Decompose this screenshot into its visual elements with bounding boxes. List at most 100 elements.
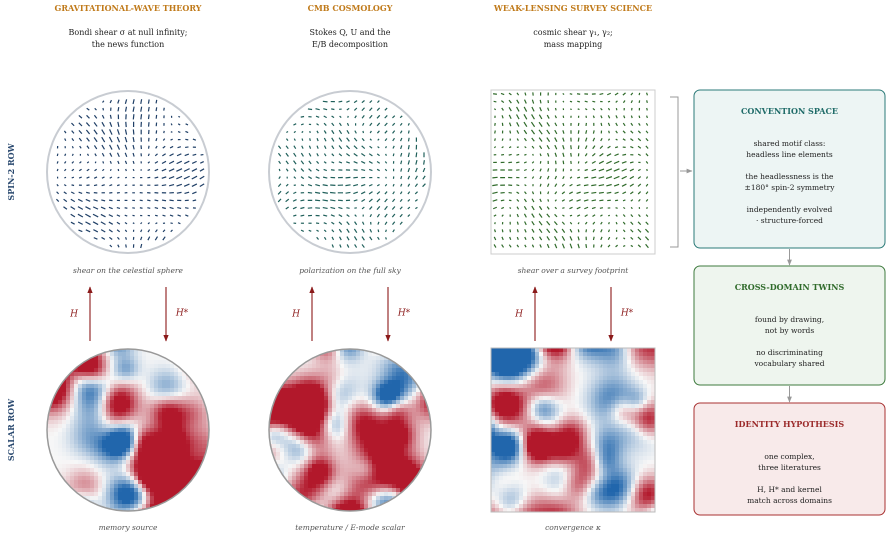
field-cell bbox=[651, 476, 655, 481]
field-cell bbox=[523, 428, 528, 433]
field-cell bbox=[122, 424, 127, 429]
field-cell bbox=[134, 496, 139, 501]
field-cell bbox=[158, 404, 163, 409]
field-cell bbox=[535, 460, 540, 465]
field-cell bbox=[182, 468, 187, 473]
field-cell bbox=[332, 440, 337, 445]
field-cell bbox=[54, 416, 59, 421]
field-cell bbox=[595, 492, 600, 497]
field-cell bbox=[356, 480, 361, 485]
field-cell bbox=[50, 424, 55, 429]
field-cell bbox=[404, 416, 409, 421]
field-cell bbox=[292, 372, 297, 377]
field-cell bbox=[583, 488, 588, 493]
field-cell bbox=[70, 456, 75, 461]
field-cell bbox=[336, 492, 341, 497]
field-cell bbox=[627, 396, 632, 401]
field-cell bbox=[74, 388, 79, 393]
field-cell bbox=[392, 476, 397, 481]
field-cell bbox=[86, 404, 91, 409]
field-cell bbox=[615, 352, 620, 357]
field-cell bbox=[531, 480, 536, 485]
field-cell bbox=[368, 468, 373, 473]
field-cell bbox=[142, 480, 147, 485]
field-cell bbox=[503, 448, 508, 453]
field-cell bbox=[519, 408, 524, 413]
field-cell bbox=[424, 440, 429, 445]
field-cell bbox=[98, 360, 103, 365]
field-cell bbox=[142, 436, 147, 441]
field-cell bbox=[591, 416, 596, 421]
field-cell bbox=[627, 488, 632, 493]
field-cell bbox=[404, 412, 409, 417]
field-cell bbox=[82, 448, 87, 453]
field-cell bbox=[376, 456, 381, 461]
field-cell bbox=[178, 376, 183, 381]
headless-line bbox=[362, 122, 365, 126]
field-cell bbox=[324, 388, 329, 393]
field-cell bbox=[186, 488, 191, 493]
field-cell bbox=[400, 432, 405, 437]
field-cell bbox=[611, 476, 616, 481]
field-cell bbox=[110, 412, 115, 417]
field-cell bbox=[551, 388, 556, 393]
field-cell bbox=[619, 452, 624, 457]
field-cell bbox=[639, 488, 644, 493]
field-cell bbox=[511, 484, 516, 489]
field-cell bbox=[635, 492, 640, 497]
field-cell bbox=[336, 384, 341, 389]
field-cell bbox=[320, 432, 325, 437]
headless-line bbox=[86, 153, 90, 157]
field-cell bbox=[102, 372, 107, 377]
field-cell bbox=[647, 488, 652, 493]
field-cell bbox=[62, 452, 67, 457]
headless-line bbox=[92, 213, 99, 218]
field-cell bbox=[364, 440, 369, 445]
field-cell bbox=[102, 500, 107, 505]
field-cell bbox=[336, 472, 341, 477]
field-cell bbox=[651, 472, 655, 477]
field-cell bbox=[639, 484, 644, 489]
field-cell bbox=[328, 364, 333, 369]
headless-line bbox=[346, 236, 350, 241]
field-cell bbox=[507, 376, 512, 381]
field-cell bbox=[272, 464, 277, 469]
field-cell bbox=[535, 372, 540, 377]
field-cell bbox=[515, 428, 520, 433]
field-cell bbox=[639, 396, 644, 401]
field-cell bbox=[118, 380, 123, 385]
field-cell bbox=[631, 392, 636, 397]
field-cell bbox=[292, 416, 297, 421]
field-cell bbox=[182, 432, 187, 437]
field-cell bbox=[567, 464, 572, 469]
field-cell bbox=[162, 420, 167, 425]
field-cell bbox=[110, 484, 115, 489]
field-cell bbox=[607, 356, 612, 361]
field-cell bbox=[284, 396, 289, 401]
field-cell bbox=[535, 384, 540, 389]
field-cell bbox=[166, 428, 171, 433]
field-cell bbox=[551, 448, 556, 453]
field-cell bbox=[98, 444, 103, 449]
field-cell bbox=[146, 456, 151, 461]
field-cell bbox=[90, 380, 95, 385]
headless-line bbox=[400, 152, 403, 157]
field-cell bbox=[190, 404, 195, 409]
field-cell bbox=[300, 456, 305, 461]
field-cell bbox=[312, 440, 317, 445]
field-cell bbox=[491, 348, 496, 353]
headless-line bbox=[399, 213, 403, 218]
field-cell bbox=[304, 392, 309, 397]
field-cell bbox=[635, 356, 640, 361]
field-cell bbox=[320, 364, 325, 369]
field-cell bbox=[336, 452, 341, 457]
field-cell bbox=[591, 404, 596, 409]
field-cell bbox=[368, 408, 373, 413]
field-cell bbox=[380, 476, 385, 481]
field-cell bbox=[364, 492, 369, 497]
headless-line bbox=[109, 129, 113, 135]
field-cell bbox=[583, 452, 588, 457]
field-cell bbox=[194, 400, 199, 405]
field-cell bbox=[130, 448, 135, 453]
field-cell bbox=[94, 412, 99, 417]
